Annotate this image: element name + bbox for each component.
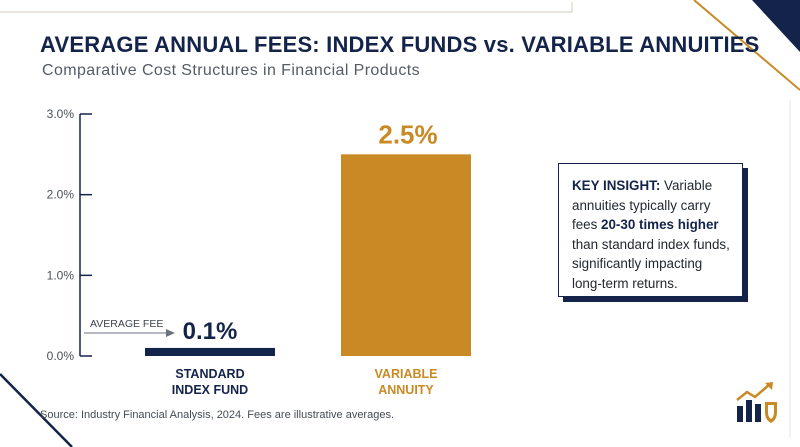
chart-shield-icon xyxy=(736,382,777,423)
y-tick-label: 2.0% xyxy=(47,188,75,202)
bar xyxy=(341,154,471,356)
page-title: AVERAGE ANNUAL FEES: INDEX FUNDS vs. VAR… xyxy=(40,32,760,57)
category-label: ANNUITY xyxy=(378,383,434,397)
bar xyxy=(145,347,275,356)
bar-value-label: 2.5% xyxy=(378,119,437,149)
annotation-arrowhead xyxy=(166,329,175,337)
bar-value-label: 0.1% xyxy=(183,318,238,345)
key-insight-box: KEY INSIGHT: Variable annuities typicall… xyxy=(558,163,743,297)
insight-heading: KEY INSIGHT: xyxy=(572,178,661,193)
category-label: VARIABLE xyxy=(375,367,438,381)
page-subtitle: Comparative Cost Structures in Financial… xyxy=(42,62,420,79)
category-label: INDEX FUND xyxy=(172,383,248,397)
annotation-label: AVERAGE FEE xyxy=(90,318,163,330)
y-tick-label: 3.0% xyxy=(47,107,75,121)
category-label: STANDARD xyxy=(175,367,244,381)
source-note: Source: Industry Financial Analysis, 202… xyxy=(40,409,395,421)
y-tick-label: 1.0% xyxy=(47,268,75,282)
insight-emphasis: 20-30 times higher xyxy=(601,217,719,232)
insight-text-1: Variable annuities typically carry fees xyxy=(572,178,713,232)
insight-text-2: than standard index funds, significantly… xyxy=(572,236,730,291)
y-tick-label: 0.0% xyxy=(47,349,75,363)
